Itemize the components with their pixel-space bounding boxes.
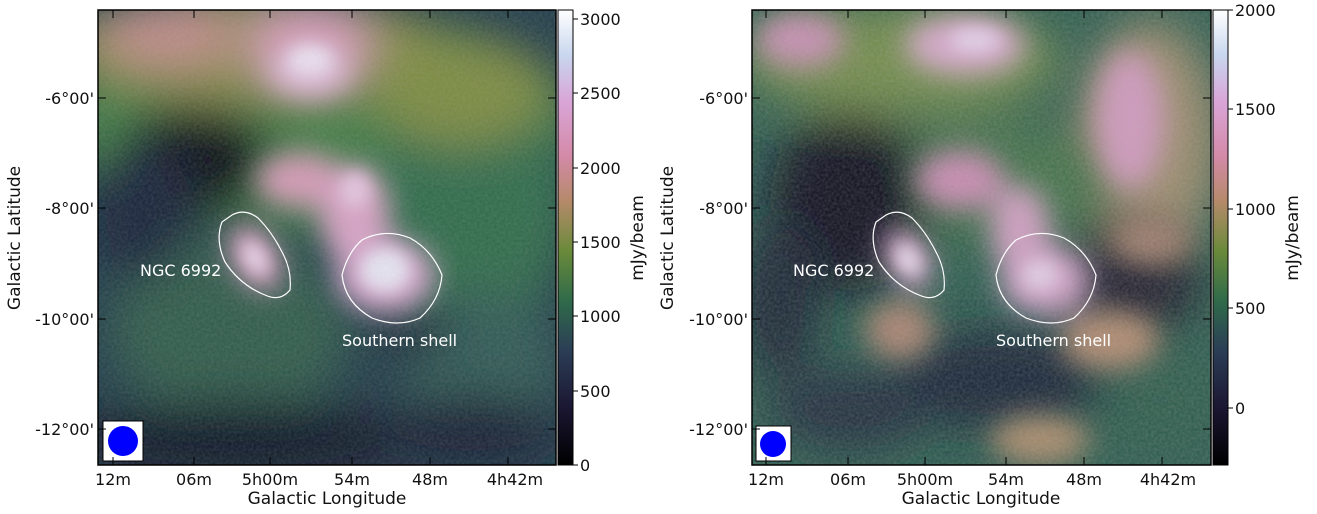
left-xtick-label: 5h00m <box>242 470 298 489</box>
right-xtick-label: 48m <box>1066 470 1102 489</box>
right-map-image <box>752 10 1211 465</box>
right-y-axis-title: Galactic Latitude <box>658 166 678 310</box>
right-xtick-label: 4h42m <box>1140 470 1196 489</box>
right-ytick-label: -12°00' <box>689 420 748 439</box>
left-colorbar-label: mJy/beam <box>628 195 648 281</box>
left-colorbar-tick: 2000 <box>580 159 621 178</box>
right-xtick-label: 5h00m <box>897 470 953 489</box>
left-colorbar: 0 500 1000 1500 2000 2500 3000 mJy/beam <box>557 9 648 475</box>
right-colorbar-tick: 0 <box>1235 399 1245 418</box>
left-colorbar-tick: 2500 <box>580 84 621 103</box>
left-xtick-label: 54m <box>334 470 370 489</box>
left-ytick-label: -10°00' <box>35 310 94 329</box>
left-ytick-label: -12°00' <box>35 420 94 439</box>
right-map-panel: NGC 6992 Southern shell -6°00' -8°00' -1… <box>658 1 1303 509</box>
right-x-axis-title: Galactic Longitude <box>902 489 1061 509</box>
right-colorbar-tick: 2000 <box>1235 1 1276 20</box>
right-xtick-label: 12m <box>748 470 784 489</box>
right-colorbar-label: mJy/beam <box>1283 195 1303 281</box>
right-colorbar-tick: 1500 <box>1235 100 1276 119</box>
right-ytick-label: -10°00' <box>689 310 748 329</box>
left-map-image <box>98 10 556 465</box>
right-ngc6992-label: NGC 6992 <box>793 261 874 280</box>
left-xtick-label: 4h42m <box>487 470 543 489</box>
left-x-axis-title: Galactic Longitude <box>248 489 407 509</box>
left-colorbar-tick: 0 <box>580 456 590 475</box>
beam-ellipse-icon <box>108 426 138 456</box>
right-colorbar-tick: 500 <box>1235 299 1266 318</box>
right-xtick-label: 54m <box>988 470 1024 489</box>
left-ytick-label: -6°00' <box>45 89 94 108</box>
left-y-axis-title: Galactic Latitude <box>5 166 25 310</box>
left-southern-shell-label: Southern shell <box>342 331 457 350</box>
right-ytick-label: -6°00' <box>699 89 748 108</box>
left-ytick-label: -8°00' <box>45 199 94 218</box>
left-colorbar-tick: 500 <box>580 382 611 401</box>
left-map-panel: NGC 6992 Southern shell -6°00' -8°00' -1… <box>5 9 648 509</box>
right-colorbar: 0 500 1000 1500 2000 mJy/beam <box>1212 1 1303 466</box>
right-southern-shell-label: Southern shell <box>996 331 1111 350</box>
beam-ellipse-icon <box>760 431 786 457</box>
left-colorbar-tick: 3000 <box>580 10 621 29</box>
left-colorbar-tick: 1500 <box>580 233 621 252</box>
left-xtick-label: 12m <box>95 470 131 489</box>
right-xtick-label: 06m <box>830 470 866 489</box>
right-ytick-label: -8°00' <box>699 199 748 218</box>
left-ngc6992-label: NGC 6992 <box>140 261 221 280</box>
right-colorbar-tick: 1000 <box>1235 200 1276 219</box>
left-xtick-label: 06m <box>176 470 212 489</box>
left-colorbar-tick: 1000 <box>580 307 621 326</box>
left-xtick-label: 48m <box>412 470 448 489</box>
